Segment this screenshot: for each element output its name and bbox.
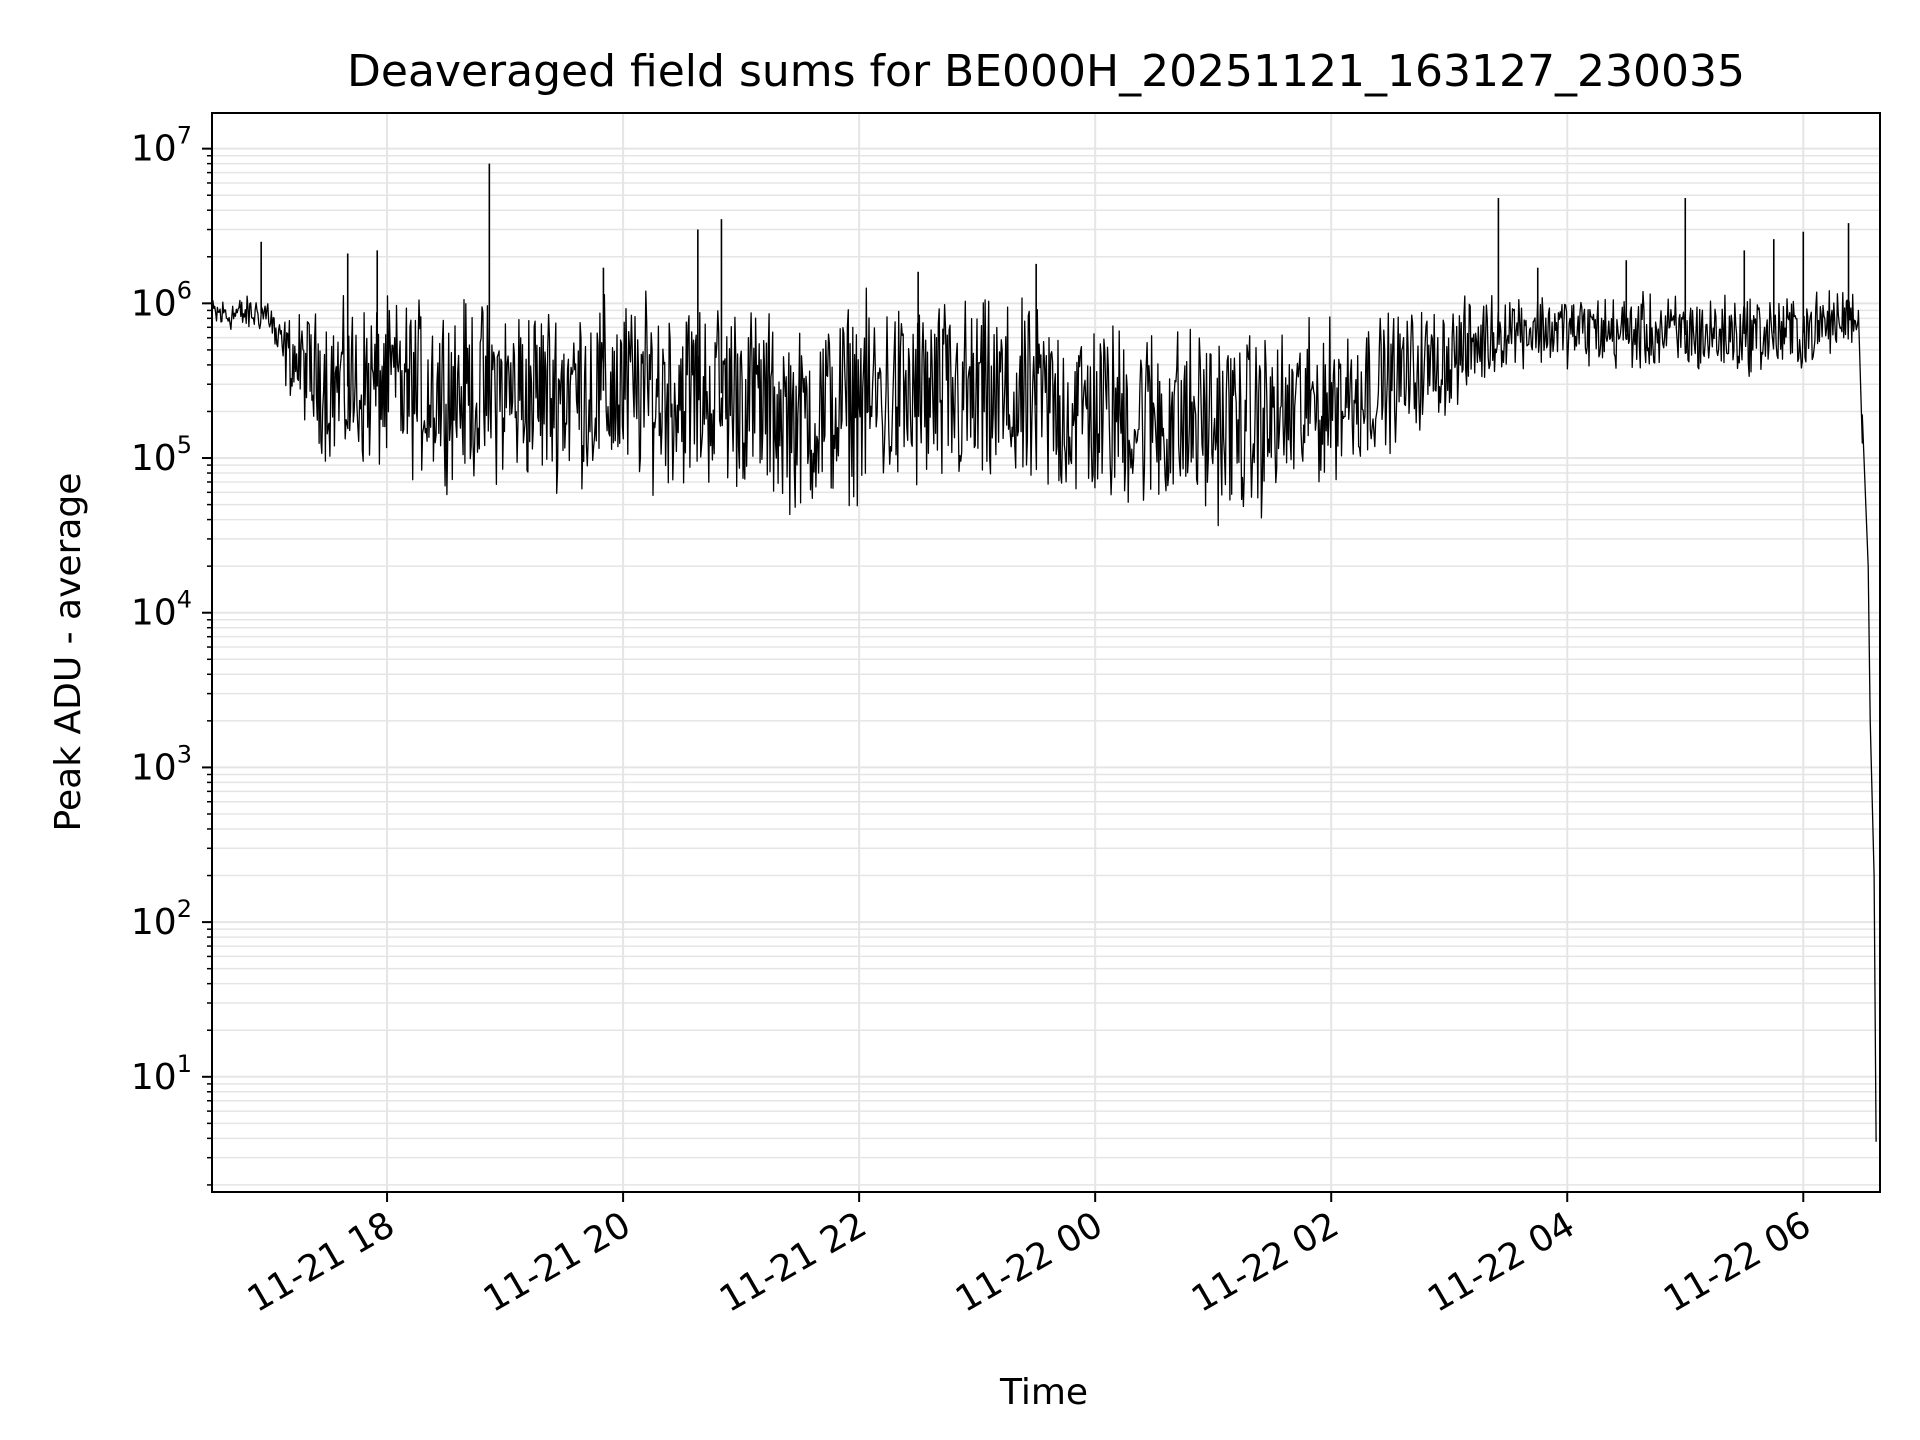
y-tick-label: 103 [131, 740, 192, 788]
plot-data [211, 163, 1877, 1142]
x-axis-label: Time [999, 1372, 1088, 1413]
y-tick-label: 104 [131, 586, 192, 634]
y-tick-label: 105 [131, 431, 192, 479]
y-axis: 101 102 103 104 105 106 107 [131, 122, 212, 1186]
y-tick-label: 101 [131, 1050, 192, 1098]
series-line [211, 287, 1877, 1142]
y-axis-label: Peak ADU - average [48, 473, 89, 832]
chart-title: Deaveraged field sums for BE000H_2025112… [347, 46, 1745, 97]
y-tick-label: 102 [131, 895, 192, 943]
y-tick-label: 107 [131, 122, 192, 170]
plot-frame [211, 112, 1881, 1193]
y-tick-label: 106 [131, 276, 192, 324]
